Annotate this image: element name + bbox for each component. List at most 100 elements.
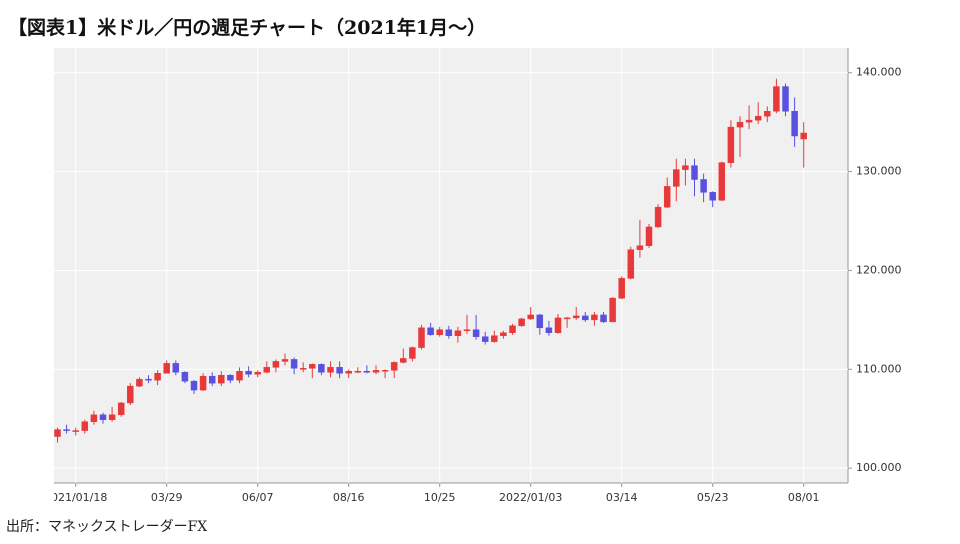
candle-body: [682, 165, 689, 170]
candle-body: [518, 318, 525, 327]
candle-body: [345, 371, 352, 374]
candle-body: [609, 297, 616, 323]
candle-body: [99, 414, 107, 420]
candle-body: [500, 332, 507, 336]
candle-body: [654, 206, 662, 228]
y-tick-label: 120.000: [856, 263, 902, 276]
candle-body: [527, 314, 534, 320]
plot-area: [54, 48, 848, 483]
candle-body: [718, 162, 726, 201]
candle-body: [463, 329, 471, 332]
x-tick-label: 2021/01/18: [44, 491, 107, 504]
candle-body: [327, 367, 334, 373]
candle-body: [800, 132, 807, 140]
candle-body: [309, 364, 316, 369]
candle-body: [372, 370, 380, 373]
x-tick-label: 10/25: [424, 491, 456, 504]
candle-body: [745, 119, 753, 123]
candle-body: [481, 336, 489, 342]
chart-title: 【図表1】米ドル／円の週足チャート（2021年1月～）: [8, 16, 486, 39]
candle-body: [754, 115, 762, 121]
candle-body: [636, 245, 644, 250]
candle-body: [245, 371, 252, 375]
y-tick-label: 130.000: [856, 165, 902, 178]
candle-body: [491, 335, 498, 342]
x-tick-label: 06/07: [242, 491, 274, 504]
x-tick-label: 08/16: [333, 491, 365, 504]
candle-body: [108, 414, 116, 420]
source: 出所：マネックストレーダーFX: [6, 519, 207, 535]
candle-body: [63, 429, 70, 431]
candle-body: [227, 374, 234, 381]
candle-body: [645, 226, 653, 246]
candle-body: [363, 371, 371, 373]
candle-body: [136, 378, 143, 387]
candle-body: [673, 169, 680, 187]
candle-body: [582, 315, 589, 321]
x-tick-label: 05/23: [697, 491, 729, 504]
candle-body: [591, 314, 598, 321]
candle-body: [563, 317, 571, 320]
x-tick-label: 03/14: [606, 491, 638, 504]
candle-body: [318, 364, 325, 373]
candle-body: [773, 86, 780, 112]
candle-body: [290, 359, 298, 369]
candle-body: [263, 367, 271, 373]
candle-body: [163, 363, 170, 374]
candle-body: [427, 327, 434, 335]
candle-body: [381, 370, 389, 372]
candle-body: [127, 385, 134, 404]
candle-body: [600, 314, 607, 323]
candle-body: [254, 372, 261, 375]
candle-body: [181, 372, 189, 382]
candle-body: [554, 317, 562, 333]
x-tick-label: 03/29: [151, 491, 183, 504]
candle-body: [199, 375, 207, 391]
candle-body: [536, 314, 544, 329]
candle-body: [691, 165, 698, 180]
candle-body: [190, 380, 198, 391]
candle-body: [472, 329, 480, 337]
candle-body: [390, 362, 398, 371]
candle-body: [145, 378, 152, 381]
candle-body: [545, 327, 553, 333]
candle-body: [336, 367, 343, 374]
candle-body: [445, 329, 453, 336]
candle-body: [618, 278, 625, 299]
candle-body: [627, 249, 635, 279]
x-labels: 2021/01/18 03/29 06/07 08/16 10/25 2022/01/03…: [44, 491, 820, 504]
candle-body: [572, 315, 580, 319]
candle-body: [218, 374, 225, 384]
y-tick-label: 140.000: [856, 66, 902, 79]
candle-body: [272, 361, 280, 368]
candle-body: [90, 414, 98, 422]
candle-body: [172, 363, 180, 373]
y-tick-label: 110.000: [856, 362, 902, 375]
candle-body: [236, 371, 243, 381]
candle-body: [764, 111, 771, 117]
candle-body: [54, 429, 61, 437]
candle-body: [709, 192, 716, 201]
candle-body: [281, 359, 289, 362]
candle-body: [299, 368, 307, 370]
candle-body: [400, 358, 407, 363]
candle-body: [782, 86, 789, 112]
candle-body: [663, 186, 671, 208]
candle-body: [154, 373, 161, 381]
candle-body: [117, 402, 125, 416]
candle-body: [509, 325, 516, 333]
x-tick-label: 2022/01/03: [499, 491, 562, 504]
candle-body: [436, 329, 443, 335]
candle-body: [208, 375, 216, 384]
candle-body: [736, 121, 744, 128]
candle-body: [700, 179, 707, 193]
candle-body: [72, 430, 79, 432]
candle-body: [791, 111, 798, 137]
candle-body: [727, 126, 735, 163]
candle-body: [409, 347, 416, 359]
y-tick-label: 100.000: [856, 461, 902, 474]
candle-body: [354, 371, 362, 373]
candle-body: [454, 330, 462, 336]
